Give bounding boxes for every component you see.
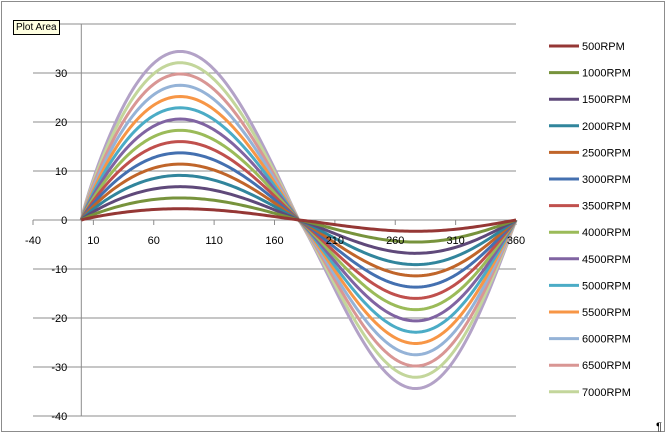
plot-area-tooltip: Plot Area bbox=[13, 20, 60, 35]
tick-labels: -40 -30 -20 -10 0 10 20 30 -40 10 60 110 160 210 260 31… bbox=[25, 68, 525, 423]
series-lines bbox=[79, 49, 518, 391]
legend-label-6000RPM: 6000RPM bbox=[582, 334, 631, 346]
x-tick-label: 110 bbox=[205, 235, 223, 247]
legend-label-500RPM: 500RPM bbox=[582, 41, 625, 53]
paragraph-mark: ¶ bbox=[656, 421, 662, 433]
x-tick-label: 60 bbox=[148, 235, 160, 247]
legend-label-2000RPM: 2000RPM bbox=[582, 121, 631, 133]
y-tick-label: -10 bbox=[51, 264, 67, 276]
y-tick-label: -30 bbox=[51, 362, 67, 374]
x-tick-label: 260 bbox=[386, 235, 404, 247]
legend: 500RPM 1000RPM 1500RPM 2000RPM 2500RPM 3000RP… bbox=[549, 41, 631, 399]
y-tick-label: 20 bbox=[55, 117, 67, 129]
legend-label-2500RPM: 2500RPM bbox=[582, 147, 631, 159]
legend-label-6500RPM: 6500RPM bbox=[582, 360, 631, 372]
y-tick-label: 0 bbox=[61, 215, 67, 227]
legend-label-1000RPM: 1000RPM bbox=[582, 68, 631, 80]
y-tick-label: -40 bbox=[51, 411, 67, 423]
x-tick-label: -40 bbox=[25, 235, 41, 247]
legend-label-3500RPM: 3500RPM bbox=[582, 201, 631, 213]
x-tick-label: 160 bbox=[265, 235, 283, 247]
legend-label-5500RPM: 5500RPM bbox=[582, 307, 631, 319]
y-tick-label: 10 bbox=[55, 166, 67, 178]
y-tick-label: -20 bbox=[51, 313, 67, 325]
legend-label-4000RPM: 4000RPM bbox=[582, 227, 631, 239]
legend-label-4500RPM: 4500RPM bbox=[582, 254, 631, 266]
x-tick-label: 310 bbox=[446, 235, 464, 247]
axes bbox=[32, 24, 517, 417]
legend-label-1500RPM: 1500RPM bbox=[582, 94, 631, 106]
x-tick-label: 360 bbox=[507, 235, 525, 247]
x-tick-label: 10 bbox=[87, 235, 99, 247]
y-tick-label: 30 bbox=[55, 68, 67, 80]
legend-label-3000RPM: 3000RPM bbox=[582, 174, 631, 186]
series-line-500RPM bbox=[80, 207, 517, 233]
legend-label-5000RPM: 5000RPM bbox=[582, 280, 631, 292]
x-tick-label: 210 bbox=[326, 235, 344, 247]
legend-label-7000RPM: 7000RPM bbox=[582, 387, 631, 399]
